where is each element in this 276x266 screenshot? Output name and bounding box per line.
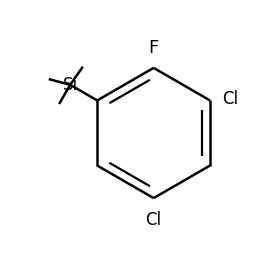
- Text: F: F: [148, 39, 159, 57]
- Text: Si: Si: [63, 76, 78, 94]
- Text: Cl: Cl: [145, 211, 162, 228]
- Text: Cl: Cl: [222, 90, 238, 108]
